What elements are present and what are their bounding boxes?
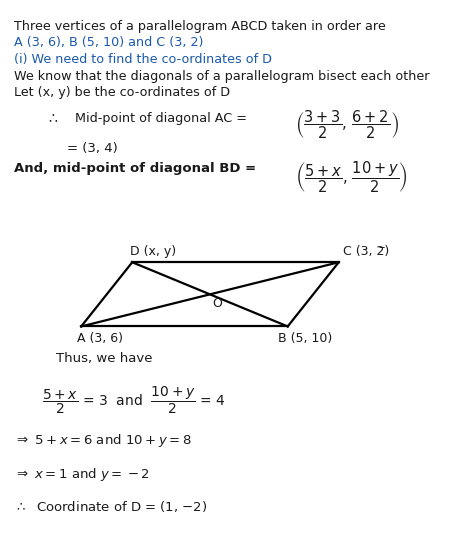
Text: $\left(\dfrac{5+x}{2},\,\dfrac{10+y}{2}\right)$: $\left(\dfrac{5+x}{2},\,\dfrac{10+y}{2}\…	[294, 159, 407, 195]
Text: $\dfrac{5+x}{2}$ = 3  and  $\dfrac{10+y}{2}$ = 4: $\dfrac{5+x}{2}$ = 3 and $\dfrac{10+y}{2…	[42, 385, 225, 416]
Text: Thus, we have: Thus, we have	[56, 352, 152, 364]
Text: D (x, y): D (x, y)	[130, 245, 175, 258]
Text: –: –	[377, 241, 383, 254]
Text: = (3, 4): = (3, 4)	[67, 142, 118, 155]
Text: Mid-point of diagonal AC =: Mid-point of diagonal AC =	[67, 112, 247, 124]
Text: O: O	[212, 297, 222, 310]
Text: Three vertices of a parallelogram ABCD taken in order are: Three vertices of a parallelogram ABCD t…	[14, 20, 385, 32]
Text: C (3, 2): C (3, 2)	[343, 245, 389, 258]
Text: $\left(\dfrac{3+3}{2},\,\dfrac{6+2}{2}\right)$: $\left(\dfrac{3+3}{2},\,\dfrac{6+2}{2}\r…	[294, 109, 398, 141]
Text: $\therefore$: $\therefore$	[46, 112, 59, 126]
Text: $\Rightarrow$ $5 + x = 6$ and $10 + y = 8$: $\Rightarrow$ $5 + x = 6$ and $10 + y = …	[14, 432, 191, 449]
Text: Let (x, y) be the co-ordinates of D: Let (x, y) be the co-ordinates of D	[14, 86, 230, 99]
Text: $\therefore$  Coordinate of D = (1, $-$2): $\therefore$ Coordinate of D = (1, $-$2)	[14, 499, 207, 514]
Text: (i) We need to find the co-ordinates of D: (i) We need to find the co-ordinates of …	[14, 53, 271, 66]
Text: B (5, 10): B (5, 10)	[278, 332, 332, 345]
Text: $\Rightarrow$ $x = 1$ and $y = -2$: $\Rightarrow$ $x = 1$ and $y = -2$	[14, 466, 150, 483]
Text: And, mid-point of diagonal BD =: And, mid-point of diagonal BD =	[14, 162, 256, 175]
Text: A (3, 6), B (5, 10) and C (3, 2): A (3, 6), B (5, 10) and C (3, 2)	[14, 36, 203, 49]
Text: We know that the diagonals of a parallelogram bisect each other: We know that the diagonals of a parallel…	[14, 70, 428, 83]
Text: A (3, 6): A (3, 6)	[76, 332, 122, 345]
